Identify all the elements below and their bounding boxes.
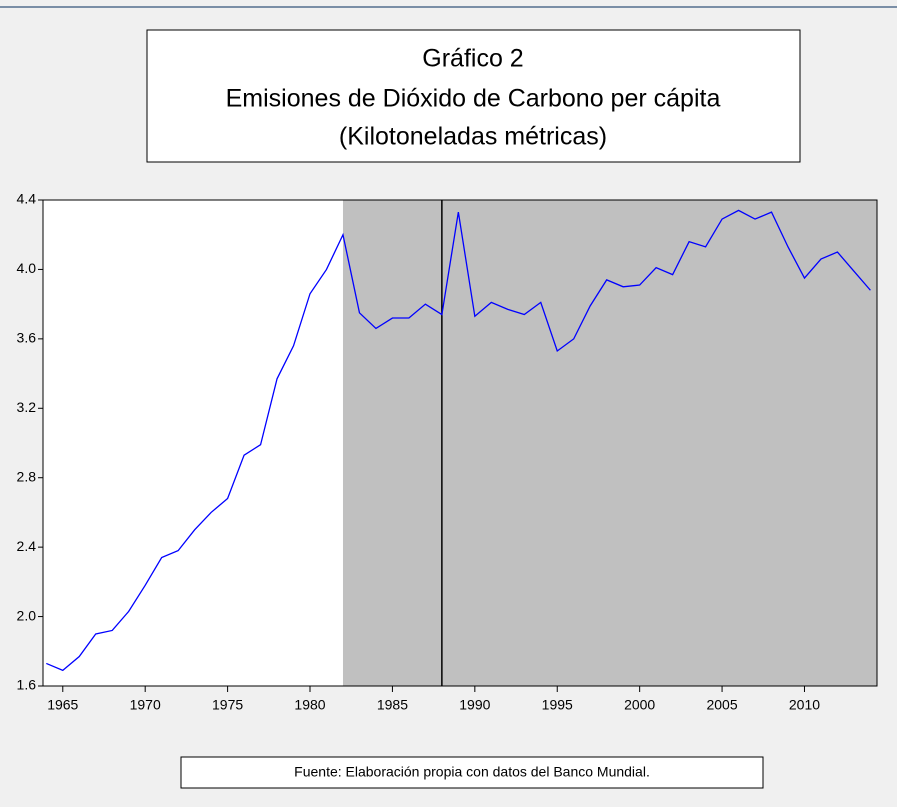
x-tick-label: 2010 xyxy=(789,697,820,713)
x-tick-label: 1990 xyxy=(459,697,490,713)
chart-title: (Kilotoneladas métricas) xyxy=(339,123,607,151)
x-tick-label: 1965 xyxy=(47,697,78,713)
x-tick-label: 1970 xyxy=(130,697,161,713)
title-box xyxy=(146,29,801,163)
y-tick-label: 3.2 xyxy=(17,399,37,415)
y-tick-label: 4.4 xyxy=(17,191,37,207)
x-tick-label: 2005 xyxy=(706,697,737,713)
y-tick-label: 2.8 xyxy=(17,468,37,484)
chart-title: Gráfico 2 xyxy=(422,45,523,73)
y-tick-label: 1.6 xyxy=(17,677,37,693)
footnote: Fuente: Elaboración propia con datos del… xyxy=(294,764,650,780)
y-tick-label: 4.0 xyxy=(17,260,37,276)
data-line xyxy=(46,209,871,672)
x-tick-label: 1995 xyxy=(542,697,573,713)
chart-title: Emisiones de Dióxido de Carbono per cápi… xyxy=(226,85,721,113)
y-tick-label: 2.0 xyxy=(17,607,37,623)
x-tick-label: 1980 xyxy=(294,697,325,713)
y-tick-label: 2.4 xyxy=(17,538,37,554)
shaded-region xyxy=(342,200,877,686)
y-tick-label: 3.6 xyxy=(17,330,37,346)
x-tick-label: 1975 xyxy=(212,697,243,713)
x-tick-label: 2000 xyxy=(624,697,655,713)
x-tick-label: 1985 xyxy=(377,697,408,713)
plot-frame xyxy=(42,199,878,687)
footnote-box xyxy=(180,756,764,789)
